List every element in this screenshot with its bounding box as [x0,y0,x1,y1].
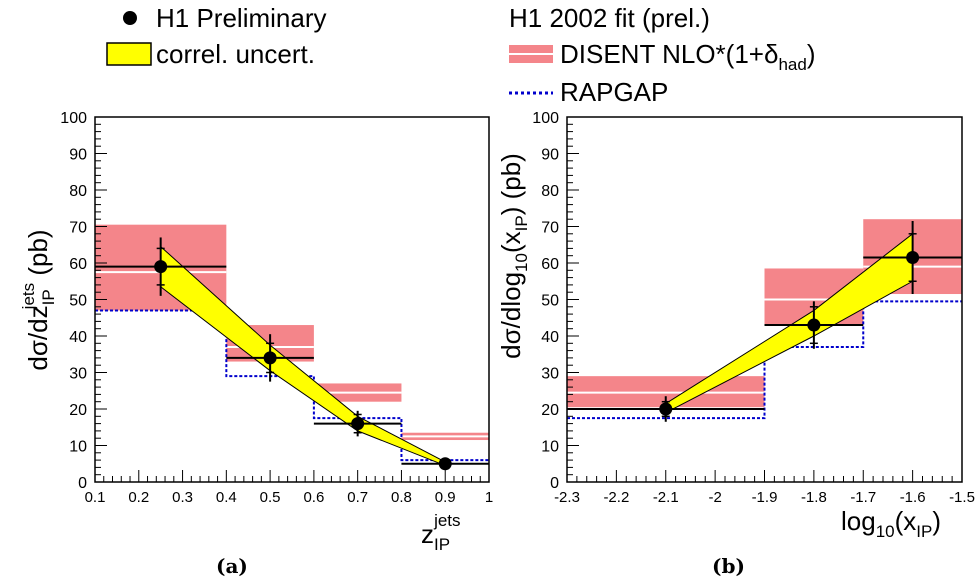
panel-a-xtick-label: 0.7 [347,489,368,506]
panel-b-xtick-label: -1.5 [949,489,975,506]
legend-rapgap-label: RAPGAP [560,77,668,107]
panel-b-xlabel-end: ) [932,506,941,536]
panel-b-xtick-label: -2.3 [554,489,580,506]
panel-b-ytick-label: 40 [541,329,559,346]
panel-a-data-point [438,457,452,471]
panel-a-xlabel-sub: IP [434,535,450,554]
panel-a: 0 10 20 30 40 50 60 70 80 90 100 0.1 0.2 0.3 0.4 0.5 0.6… [19,110,493,578]
panel-a-data-point [263,351,277,365]
panel-b-label: (b) [712,554,745,578]
legend-band-swatch [106,42,152,66]
panel-b-ytick-label: 70 [541,220,559,237]
panel-b-xtick-label: -1.8 [801,489,827,506]
panel-a-ytick-label: 20 [69,402,87,419]
panel-a-ytick-label: 0 [78,475,87,492]
legend-band-entry: correl. uncert. [106,39,315,69]
panel-a-ylabel-end: (pb) [23,229,53,282]
panel-b-xtick-label: -1.7 [850,489,876,506]
panel-a-ytick-label: 50 [69,293,87,310]
panel-a-ytick-label: 100 [60,110,87,127]
panel-b-ytick-label: 30 [541,366,559,383]
panel-b-ytick-label: 0 [550,475,559,492]
panel-a-xtick-label: 0.5 [260,489,281,506]
legend-data-marker [123,11,137,25]
panel-b-plot-area: 0 10 20 30 40 50 60 70 80 90 100 -2.3 -2.2 -2.1 -2 -1.9… [532,110,975,506]
panel-a-xtick-label: 0.6 [303,489,324,506]
panel-a-ytick-label: 80 [69,183,87,200]
panel-b-ylabel-sub: 10 [512,253,531,272]
panel-a-xlabel-sup: jets [433,511,460,530]
panel-b-xlabel-mid: (x [895,506,917,536]
panel-b-data-point [807,318,821,332]
legend-disent-main: DISENT NLO*(1+δ [560,39,778,69]
panel-a-ytick-label: 70 [69,220,87,237]
panel-b-ylabel-end: ) (pb) [496,153,526,215]
panel-a-ytick-label: 10 [69,439,87,456]
panel-a-data-point [154,260,168,274]
panel-b-xtick-label: -2 [708,489,721,506]
panel-b-ytick-label: 20 [541,402,559,419]
panel-a-xtick-label: 0.3 [172,489,193,506]
panel-a-ylabel-main: dσ/dz [23,305,53,370]
panel-a-xtick-label: 0.9 [435,489,456,506]
panel-b-ytick-label: 10 [541,439,559,456]
panel-a-xtick-label: 0.8 [391,489,412,506]
panel-a-ytick-label: 90 [69,147,87,164]
panel-b-data-point [906,251,920,265]
panel-b-xlabel-sub2: IP [916,522,932,541]
panel-b-data-point [659,402,673,416]
panel-b-ytick-label: 90 [541,147,559,164]
panel-a-ytick-label: 40 [69,329,87,346]
panel-b-ytick-label: 80 [541,183,559,200]
panel-a-label: (a) [216,554,248,578]
panel-b-ylabel: dσ/dlog10(xIP) (pb) [496,153,531,359]
panel-a-xtick-label: 1 [485,489,493,506]
legend-disent-entry: DISENT NLO*(1+δhad) [509,39,816,74]
legend-disent-label: DISENT NLO*(1+δhad) [560,39,816,74]
panel-b-ytick-label: 60 [541,256,559,273]
panel-b-xtick-label: -1.9 [752,489,778,506]
panel-b-xlabel: log10(xIP) [841,506,941,541]
legend-band-label: correl. uncert. [156,39,315,69]
legend-rapgap-entry: RAPGAP [509,77,668,107]
panel-b: 0 10 20 30 40 50 60 70 80 90 100 -2.3 -2.2 -2.1 -2 -1.9… [496,110,975,578]
legend-disent-sub: had [778,55,806,74]
panel-a-ylabel: dσ/dzIPjets (pb) [19,229,58,370]
panel-b-ylabel-sub2: IP [512,215,531,231]
panel-a-xtick-label: 0.1 [85,489,106,506]
legend-fit-title: H1 2002 fit (prel.) [509,3,710,33]
legend-disent-end: ) [807,39,816,69]
panel-b-ytick-label: 100 [532,110,559,127]
panel-a-xlabel: zIP jets [421,511,461,554]
panel-b-xlabel-main: log [841,506,876,536]
panel-b-xtick-label: -2.1 [653,489,679,506]
legend-data-label: H1 Preliminary [156,3,327,33]
panel-a-data-point [351,417,365,431]
panel-b-xtick-label: -2.2 [603,489,629,506]
panel-a-xtick-label: 0.4 [216,489,237,506]
panel-b-ylabel-mid: (x [496,231,526,253]
panel-b-xlabel-sub: 10 [876,522,895,541]
panel-a-xtick-label: 0.2 [128,489,149,506]
legend: H1 Preliminary correl. uncert. H1 2002 f… [106,3,816,107]
panel-a-ylabel-sub: IP [39,289,58,305]
panel-b-xtick-label: -1.6 [900,489,926,506]
panel-a-ytick-label: 60 [69,256,87,273]
panel-a-ytick-label: 30 [69,366,87,383]
panel-b-ylabel-main: dσ/dlog [496,272,526,359]
legend-data-entry: H1 Preliminary [123,3,327,33]
panel-a-xlabel-main: z [421,519,434,549]
panel-a-ylabel-sup: jets [19,283,38,310]
panel-b-ytick-label: 50 [541,293,559,310]
panel-a-plot-area: 0 10 20 30 40 50 60 70 80 90 100 0.1 0.2 0.3 0.4 0.5 0.6… [60,110,493,506]
